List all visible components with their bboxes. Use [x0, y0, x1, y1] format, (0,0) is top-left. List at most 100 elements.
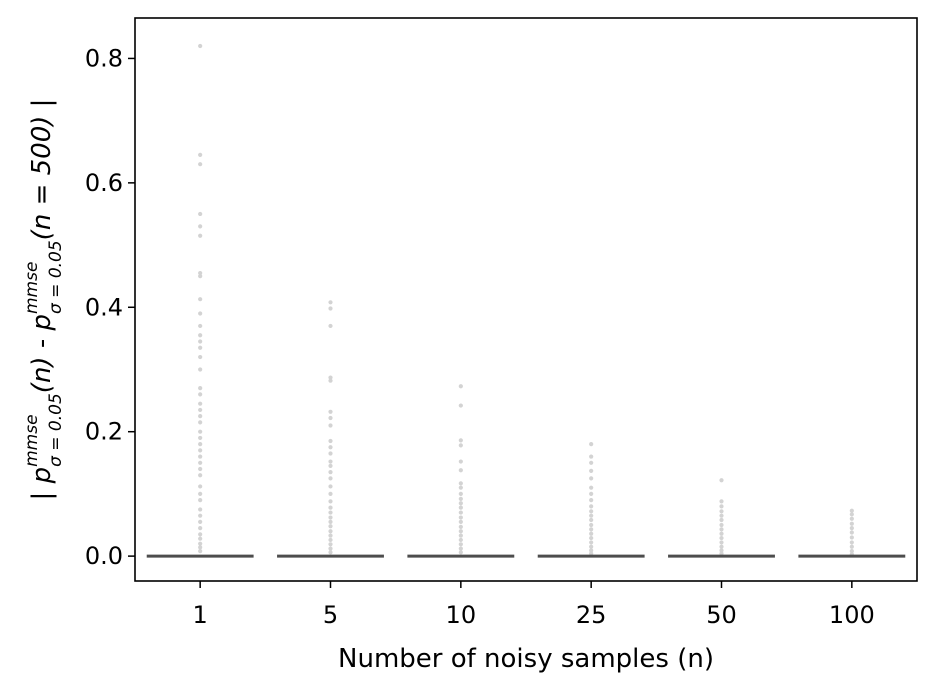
outlier-point — [458, 443, 463, 448]
outlier-point — [589, 548, 594, 553]
outlier-point — [849, 526, 854, 531]
outlier-point — [458, 468, 463, 473]
outlier-point — [198, 448, 203, 453]
outlier-point — [198, 152, 203, 157]
outlier-point — [328, 323, 333, 329]
outlier-point — [589, 517, 594, 523]
outlier-point — [458, 384, 463, 389]
y-label-sup2: mmse — [22, 262, 42, 314]
outlier-point — [198, 536, 203, 541]
outlier-point — [719, 531, 724, 536]
outlier-point — [198, 484, 203, 489]
outlier-point — [589, 535, 594, 541]
y-tick-label: 0.6 — [85, 169, 123, 197]
outlier-point — [458, 550, 463, 555]
outlier-point — [328, 300, 333, 305]
outlier-point — [589, 491, 594, 497]
outlier-point — [198, 541, 203, 546]
outlier-point — [458, 485, 463, 490]
outlier-point — [328, 546, 333, 551]
outlier-point — [589, 509, 594, 514]
outlier-point — [198, 386, 203, 391]
outlier-point — [849, 512, 854, 517]
outlier-point — [589, 522, 594, 528]
outlier-point — [198, 367, 203, 372]
y-label-p1: p — [27, 467, 57, 485]
outlier-point — [198, 532, 203, 537]
outlier-point — [328, 470, 333, 475]
outlier-point — [328, 306, 333, 311]
outlier-point — [328, 533, 333, 538]
y-label-p2: p — [27, 314, 57, 332]
outliers-group — [589, 442, 594, 556]
outlier-point — [719, 504, 724, 509]
outlier-point — [458, 546, 463, 551]
outlier-point — [328, 542, 333, 547]
outlier-point — [198, 545, 203, 550]
outlier-point — [719, 540, 724, 545]
outlier-point — [458, 529, 463, 534]
x-tick-label: 25 — [576, 601, 607, 629]
y-tick-label: 0.0 — [85, 542, 123, 570]
outlier-point — [458, 481, 463, 486]
y-label-prefix: | — [27, 483, 57, 500]
x-tick-label: 1 — [193, 601, 208, 629]
outlier-point — [198, 407, 203, 413]
outlier-point — [849, 544, 854, 549]
outlier-point — [458, 510, 463, 515]
outlier-point — [198, 354, 203, 360]
outlier-point — [198, 414, 203, 419]
y-tick-label: 0.4 — [85, 293, 123, 321]
outlier-point — [589, 513, 594, 518]
outlier-point — [589, 498, 594, 503]
outlier-point — [198, 466, 203, 472]
outlier-point — [328, 375, 333, 380]
outlier-point — [719, 522, 724, 528]
outlier-point — [458, 496, 463, 501]
outliers-group — [328, 300, 333, 555]
outlier-point — [328, 378, 333, 383]
x-tick-label: 100 — [829, 601, 875, 629]
outlier-point — [328, 537, 333, 543]
outlier-point — [198, 429, 203, 434]
outlier-point — [719, 517, 724, 523]
outlier-point — [328, 445, 333, 450]
outlier-point — [719, 513, 724, 518]
outlier-point — [198, 519, 203, 525]
plot-frame — [134, 17, 918, 582]
outlier-point — [849, 549, 854, 554]
outlier-point — [458, 501, 463, 506]
outlier-point — [849, 530, 854, 535]
outlier-point — [849, 540, 854, 545]
outlier-point — [589, 442, 594, 447]
outlier-point — [198, 323, 203, 329]
outlier-point — [198, 274, 203, 279]
outlier-point — [328, 476, 333, 481]
x-axis-label: Number of noisy samples (n) — [338, 644, 714, 674]
outlier-point — [458, 524, 463, 529]
outlier-point — [198, 473, 203, 478]
outlier-point — [198, 162, 203, 167]
outlier-point — [198, 211, 203, 217]
y-tick-label: 0.2 — [85, 418, 123, 446]
outlier-point — [328, 519, 333, 525]
outlier-point — [458, 403, 463, 408]
outlier-point — [328, 459, 333, 464]
outlier-point — [198, 498, 203, 503]
outlier-point — [719, 548, 724, 553]
y-label-arg2: (n = 500) — [27, 116, 57, 241]
outlier-point — [719, 499, 724, 504]
outlier-point — [198, 526, 203, 531]
outlier-point — [719, 527, 724, 532]
outlier-point — [328, 423, 333, 428]
outlier-point — [198, 454, 203, 459]
outlier-point — [198, 333, 203, 338]
y-label-suffix: | — [27, 99, 57, 116]
outlier-point — [458, 459, 463, 464]
outlier-point — [198, 507, 203, 512]
outlier-point — [589, 460, 594, 465]
outlier-point — [458, 519, 463, 525]
outliers-group — [458, 384, 463, 555]
outlier-point — [328, 515, 333, 520]
outlier-point — [198, 339, 203, 344]
